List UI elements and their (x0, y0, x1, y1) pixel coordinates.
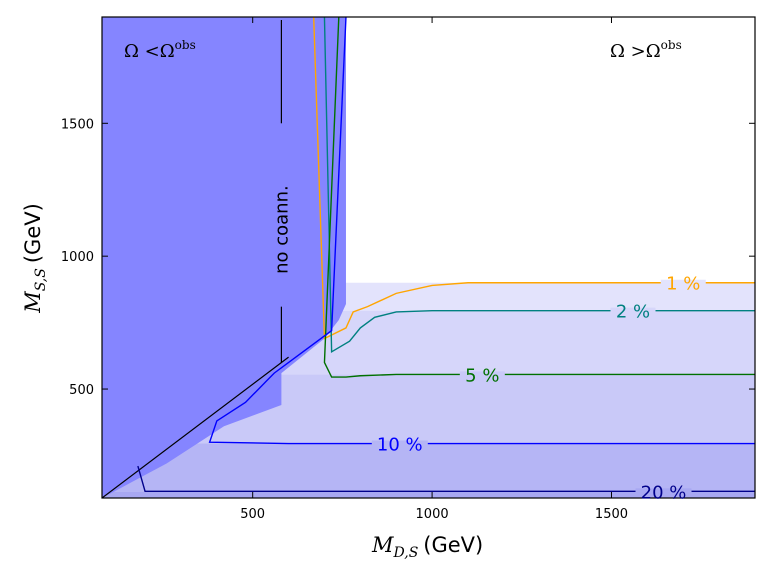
x-tick-label: 1500 (595, 507, 628, 522)
contour-line-20 (137, 465, 755, 493)
fill-band-10 (102, 443, 755, 492)
contour-label-gap-10 (371, 440, 428, 447)
contour-label-gap-20 (635, 488, 692, 495)
y-tick-label: 1000 (61, 250, 94, 265)
contour-lines (102, 17, 755, 498)
contour-fills (102, 17, 755, 498)
contour-labels: no coann. 1 % 2 % 5 % 10 % 20 % (271, 185, 706, 503)
region-label-overabundant: Ω >Ωobs (610, 38, 682, 62)
contour-line-2 (323, 17, 755, 354)
underabundant-region (102, 17, 346, 498)
contour-label-20: 20 % (641, 482, 687, 503)
plot-frame (101, 16, 756, 499)
x-axis-title: MD,S (GeV) (371, 533, 483, 561)
contour-label-1: 1 % (666, 274, 700, 295)
contour-label-gap-5 (459, 371, 505, 378)
contour-label-2: 2 % (616, 302, 650, 323)
diagonal-line (102, 356, 289, 498)
y-tick-label: 1500 (61, 117, 94, 132)
region-label-underabundant: Ω <Ωobs (124, 38, 196, 62)
y-tick-label: 500 (69, 383, 94, 398)
axis-ticks: 500 1000 1500 500 1000 1500 (61, 17, 755, 522)
contour-label-gap-1 (660, 279, 706, 286)
contour-label-10: 10 % (377, 435, 423, 456)
fill-band-20 (102, 491, 755, 498)
contour-label-5: 5 % (465, 365, 499, 386)
y-axis-title: MS,S(GeV) (21, 203, 49, 314)
contour-line-5 (323, 17, 755, 378)
x-tick-label: 500 (240, 507, 265, 522)
contour-line-10 (208, 17, 755, 445)
no-coann-label: no coann. (271, 185, 292, 274)
contour-line-1 (312, 17, 755, 340)
contour-label-gap-2 (610, 307, 656, 314)
x-tick-label: 1000 (416, 507, 449, 522)
